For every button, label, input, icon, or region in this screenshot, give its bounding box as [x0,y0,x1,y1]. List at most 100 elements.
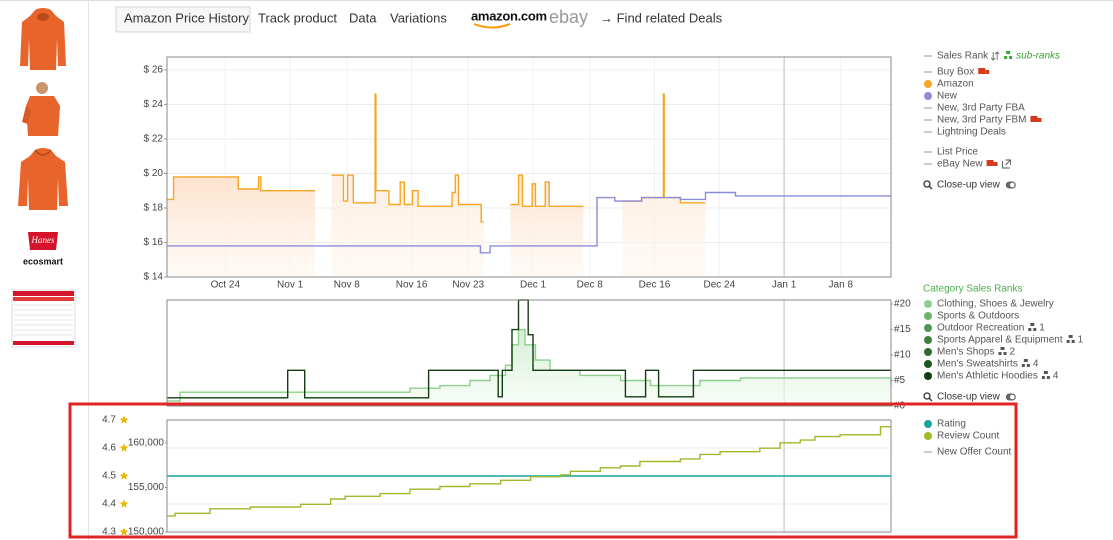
toggle-knob [1010,394,1015,400]
amazon-logo[interactable]: amazon.com [471,8,547,29]
legend-dot[interactable] [924,420,932,428]
legend-dot[interactable] [924,432,932,440]
subrank-icon [1006,51,1011,54]
subrank-icon [1009,56,1013,59]
ebay-logo[interactable]: ebay [549,7,588,27]
tab[interactable]: Variations [390,10,447,25]
active-tab [115,6,251,33]
subrank-icon [1000,347,1005,350]
y2-tick-label: 155,000 [128,482,165,493]
legend-dot[interactable] [924,336,932,344]
brand-badge [28,232,58,250]
legend-label[interactable]: List Price [937,147,979,158]
size-chart-subheader [13,297,74,301]
legend-dot[interactable] [924,372,932,380]
legend-label[interactable]: Rating [937,419,966,430]
series-area [510,175,584,277]
series-area [167,176,316,277]
thumbnail[interactable] [22,82,60,136]
subrank-icon [1003,352,1007,355]
legend-dot[interactable] [924,348,932,356]
tab[interactable]: Track product [258,10,337,25]
legend-label[interactable]: Amazon [937,79,974,90]
subrank-icon [1026,364,1030,367]
subrank-icon [1030,323,1035,326]
legend-label[interactable]: Sports Apparel & Equipment [937,335,1063,346]
legend-label[interactable]: New Offer Count [937,447,1012,458]
magnifier-icon [923,180,931,188]
subrank-count: 2 [1010,347,1016,358]
y-tick-label: 4.5 [102,471,116,482]
legend-dot[interactable] [924,80,932,88]
brand-logo[interactable]: Hanes ecosmart [23,232,63,266]
thumbnail[interactable] [18,148,68,210]
legend-title: Category Sales Ranks [923,284,1023,295]
subrank-icon [1028,328,1032,331]
series-area [331,94,484,277]
highlight-box [68,402,1018,539]
star-icon [119,415,129,424]
x-tick-label: Dec 24 [703,280,735,291]
legend-label[interactable]: Men's Athletic Hoodies [937,371,1038,382]
x-tick-label: Dec 16 [639,280,671,291]
legend-dot[interactable] [924,312,932,320]
legend-label[interactable]: Sales Rank [937,51,989,62]
subrank-count: 1 [1078,335,1084,346]
size-chart-footer [13,341,74,345]
legend-dot[interactable] [924,300,932,308]
subrank-icon [1071,340,1075,343]
y-tick-label: 4.3 [102,527,116,538]
legend-label[interactable]: Men's Sweatshirts [937,359,1018,370]
y-tick-label: #20 [894,299,911,310]
subrank-icon [1041,376,1045,379]
series-line [167,191,891,254]
brand-tagline: ecosmart [23,256,63,266]
y-tick-label: 4.4 [102,499,116,510]
hoodie-image [26,96,60,136]
x-tick-label: Jan 1 [772,280,797,291]
legend-dot[interactable] [924,324,932,332]
size-chart-thumbnail[interactable] [11,289,76,348]
series-line [167,93,706,223]
legend-label[interactable]: Outdoor Recreation [937,323,1024,334]
magnifier-icon [923,392,931,400]
x-tick-label: Dec 1 [520,280,547,291]
legend-label[interactable]: New [937,91,958,102]
tab[interactable]: Data [349,10,377,25]
legend-label[interactable]: Clothing, Shoes & Jewelry [937,299,1054,310]
legend-label[interactable]: Lightning Deals [937,127,1006,138]
legend-label[interactable]: eBay New [937,159,983,170]
series-area [167,329,891,406]
legend-label[interactable]: New, 3rd Party FBM [937,115,1026,126]
tab[interactable]: Amazon Price History [124,10,249,25]
subrank-icon [1021,364,1025,367]
legend-label[interactable]: New, 3rd Party FBA [937,103,1025,114]
series-line [167,426,891,517]
legend-dot[interactable] [924,360,932,368]
legend-label[interactable]: Sports & Outdoors [937,311,1019,322]
subrank-count: 4 [1033,359,1039,370]
sub-ranks-link[interactable]: sub-ranks [1016,51,1060,62]
x-tick-label: Nov 8 [334,280,361,291]
y-tick-label: $ 24 [144,99,164,110]
x-tick-label: Nov 23 [452,280,484,291]
thumbnail[interactable] [20,8,66,70]
sort-icon [990,51,1000,61]
subrank-icon [1043,371,1048,374]
external-link-icon[interactable] [1002,159,1012,169]
plot-frame [166,299,892,407]
legend-dot[interactable] [924,92,932,100]
y-tick-label: 4.6 [102,443,116,454]
legend-label[interactable]: Buy Box [937,67,974,78]
truck-icon-cab [1037,118,1042,122]
closeup-label[interactable]: Close-up view [937,180,1001,191]
legend-label[interactable]: Men's Shops [937,347,995,358]
y-tick-label: #15 [894,324,911,335]
closeup-label[interactable]: Close-up view [937,392,1001,403]
series-line [167,299,891,399]
y-tick-label: #5 [894,375,906,386]
deals-link[interactable]: → Find related Deals [600,10,723,25]
legend-label[interactable]: Review Count [937,431,999,442]
